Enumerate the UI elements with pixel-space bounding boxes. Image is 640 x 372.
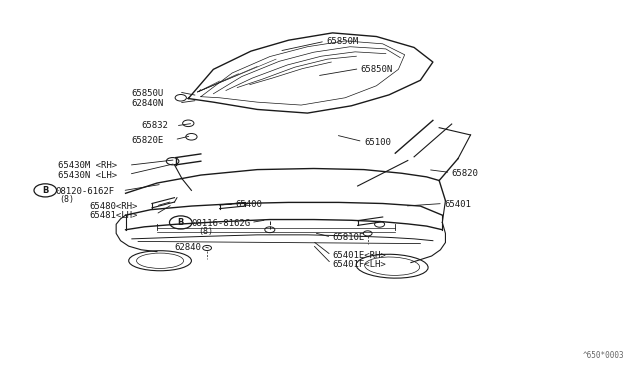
Text: 65100: 65100 — [364, 138, 391, 147]
Text: 08116-8162G: 08116-8162G — [191, 219, 250, 228]
Text: 65810E: 65810E — [333, 233, 365, 242]
Text: 65850U: 65850U — [132, 89, 164, 97]
Text: 65850M: 65850M — [326, 38, 358, 46]
Text: 65430N <LH>: 65430N <LH> — [58, 171, 117, 180]
Text: 65820E: 65820E — [132, 136, 164, 145]
Text: 65481<LH>: 65481<LH> — [90, 211, 138, 219]
Text: (8): (8) — [198, 227, 213, 236]
Text: 65401F<LH>: 65401F<LH> — [333, 260, 387, 269]
Text: 65820: 65820 — [452, 169, 479, 178]
Text: 65480<RH>: 65480<RH> — [90, 202, 138, 211]
Text: 65850N: 65850N — [361, 65, 393, 74]
Text: 62840: 62840 — [175, 244, 202, 253]
Text: ^650*0003: ^650*0003 — [582, 351, 624, 360]
Text: 65401E<RH>: 65401E<RH> — [333, 251, 387, 260]
Text: 65832: 65832 — [141, 121, 168, 130]
Text: B: B — [42, 186, 49, 195]
Text: 08120-6162F: 08120-6162F — [55, 187, 115, 196]
Text: 65401: 65401 — [444, 200, 471, 209]
Text: B: B — [177, 218, 184, 227]
Text: (8): (8) — [60, 195, 75, 204]
Text: 65400: 65400 — [236, 201, 262, 209]
Text: 62840N: 62840N — [132, 99, 164, 109]
Text: 65430M <RH>: 65430M <RH> — [58, 161, 117, 170]
